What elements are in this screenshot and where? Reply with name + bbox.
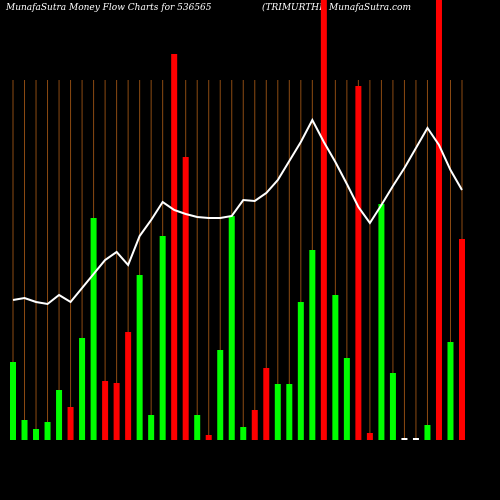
bar [389,373,396,440]
bar [286,384,293,440]
bar [182,157,189,440]
chart-title: MunafaSutra Money Flow Charts for 536565 [5,3,212,13]
bar [194,415,201,440]
bar [102,381,109,440]
bar [44,422,51,440]
bar [297,302,304,440]
bar [240,427,247,440]
bar [125,332,132,440]
bar [332,295,339,440]
bar [401,438,408,440]
bar [378,204,385,440]
money-flow-line [12,117,463,306]
bar [251,410,258,440]
bar [56,390,63,440]
bar [90,218,97,440]
bar [67,407,74,440]
bar [217,350,224,440]
bar [21,420,28,440]
bar [343,358,350,440]
bar [148,415,155,440]
bar [320,0,327,440]
bar [274,384,281,440]
bar [412,438,419,440]
chart-subtitle: (TRIMURTHI) MunafaSutra.com [262,2,411,13]
bar [424,425,431,440]
bar [171,54,178,440]
bar [459,239,465,440]
bar [159,236,166,440]
bar [33,429,40,440]
bar [309,250,316,440]
bar [228,216,235,440]
bar [263,368,270,440]
bar [10,362,16,440]
bar [355,86,362,440]
bar [113,383,120,440]
bar [366,433,373,440]
bar [79,338,86,440]
bar [435,0,442,440]
bar [205,435,212,440]
bar [136,275,143,440]
bar [447,342,454,440]
